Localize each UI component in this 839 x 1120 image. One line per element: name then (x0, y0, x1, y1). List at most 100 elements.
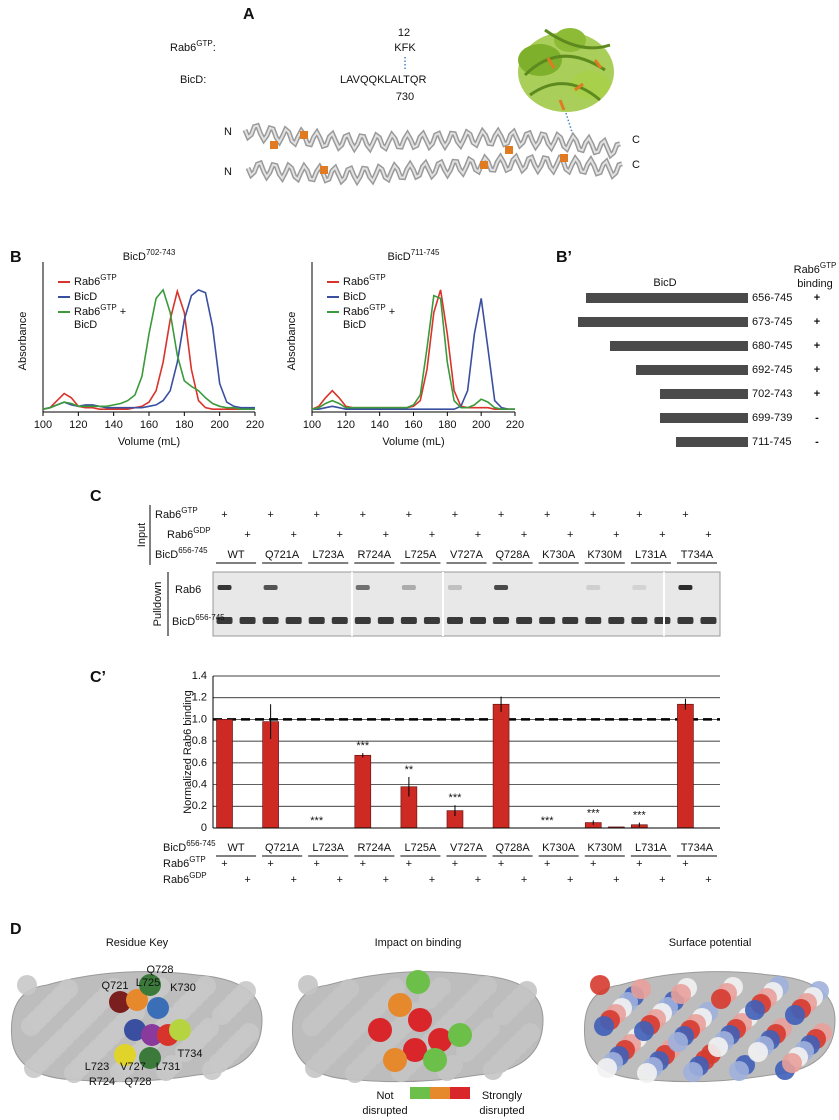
legend-label: Rab6GTP + (74, 303, 126, 318)
row-label: BicD656-745 (172, 613, 225, 628)
row-label: BicD656-745 (155, 546, 208, 561)
legend-label: Rab6GTP (343, 273, 386, 288)
lane-label: K730A (542, 549, 576, 561)
gel-band (608, 617, 625, 624)
legend-label-text: Rab6 (74, 276, 100, 288)
chart-title: BicD702-743 (123, 248, 176, 263)
y-tick-label: 0 (201, 822, 207, 834)
legend-label-text: Rab6 (343, 306, 369, 318)
x-tick-label: L725A (405, 842, 437, 854)
lane-label: Q728A (495, 549, 530, 561)
x-tick-label: L731A (635, 842, 667, 854)
row-label-text: Rab6 (163, 858, 189, 870)
surface-bump (590, 975, 610, 995)
plus-mark: + (682, 858, 688, 870)
terminus-label: C (632, 134, 640, 146)
series-line (42, 288, 255, 410)
significance-label: *** (633, 809, 647, 821)
surface-bump (785, 1005, 805, 1025)
plus-mark: + (221, 858, 227, 870)
plus-mark: + (360, 509, 366, 521)
binding-mark: + (814, 316, 820, 328)
construct-range: 656-745 (752, 292, 792, 304)
legend-label: BicD (343, 291, 366, 303)
x-axis-label: Volume (mL) (118, 436, 180, 448)
gel-band (586, 585, 601, 590)
plus-mark: + (544, 509, 550, 521)
plus-mark: + (313, 858, 319, 870)
residue-patch (126, 989, 148, 1011)
panel-label: B’ (556, 249, 572, 266)
terminus-label: N (224, 126, 232, 138)
legend-label-text: Rab6 (74, 306, 100, 318)
x-tick-label: 140 (370, 419, 388, 431)
residue-stick (505, 146, 513, 154)
impact-patch (368, 1018, 392, 1042)
legend-label-text: BicD (343, 291, 366, 303)
rab6-label-sup: GTP (196, 39, 212, 48)
plus-mark: + (636, 858, 642, 870)
impact-patch (448, 1023, 472, 1047)
row-label-text: Rab6 (175, 584, 201, 596)
residue-patch (141, 1024, 163, 1046)
lane-label: WT (227, 549, 244, 561)
rab6-label: Rab6GTP: (170, 39, 216, 54)
construct-range: 699-739 (752, 412, 792, 424)
plus-mark: + (544, 858, 550, 870)
construct-bar (676, 437, 748, 447)
y-tick-label: 0.2 (192, 800, 207, 812)
residue-stick (300, 131, 308, 139)
binding-mark: + (814, 364, 820, 376)
residue-label: L723 (85, 1061, 109, 1073)
construct-bar (586, 293, 748, 303)
surface-bump (58, 979, 78, 999)
row-label: Rab6 (175, 584, 201, 596)
chart-title: BicD711-745 (388, 248, 441, 263)
column-header-text: Rab6 (794, 264, 820, 276)
legend-label-sup: GTP (369, 303, 385, 312)
gel-band (308, 617, 325, 624)
impact-patch (428, 1028, 452, 1052)
gel-band (700, 617, 717, 624)
y-tick-label: 0.4 (192, 778, 207, 790)
surface-bump (110, 1062, 130, 1082)
y-tick-label: 1.4 (192, 670, 207, 682)
lane-label: T734A (681, 549, 714, 561)
surface-bump (172, 1000, 192, 1020)
gel-band (285, 617, 302, 624)
row-label-sup: GTP (189, 855, 205, 864)
gel-band (494, 585, 509, 590)
y-tick-label: 1.0 (192, 713, 207, 725)
residue-label: Q728 (125, 1076, 152, 1088)
plus-mark: + (498, 858, 504, 870)
plus-mark: + (475, 529, 481, 541)
legend-swatch (410, 1087, 430, 1099)
lane-label: L725A (405, 549, 437, 561)
impact-patch (423, 1048, 447, 1072)
row-label-sup: GDP (189, 871, 206, 880)
legend-label-text: Rab6 (343, 276, 369, 288)
surface-bump (64, 1063, 84, 1083)
surface-bump (745, 1000, 765, 1020)
rab6-structure (518, 28, 614, 112)
x-tick-label: 220 (246, 419, 264, 431)
surface-bump (453, 1000, 473, 1020)
gel-band (516, 617, 533, 624)
legend-label: disrupted (479, 1105, 524, 1117)
plus-mark: + (337, 874, 343, 886)
construct-bar (578, 317, 748, 327)
lane-label: L723A (312, 549, 344, 561)
construct-bar (660, 413, 748, 423)
x-tick-label: Q721A (265, 842, 300, 854)
x-tick-label: K730M (587, 842, 622, 854)
lane-label: L731A (635, 549, 667, 561)
residue-label: L725 (136, 977, 160, 989)
legend-swatch (430, 1087, 450, 1099)
plus-mark: + (521, 874, 527, 886)
row-label: Rab6GDP (163, 871, 207, 886)
lane-label: V727A (450, 549, 484, 561)
x-tick-label: K730A (542, 842, 576, 854)
residue-label: R724 (89, 1076, 115, 1088)
bicd-sequence: LAVQQKLALTQR (340, 74, 426, 86)
